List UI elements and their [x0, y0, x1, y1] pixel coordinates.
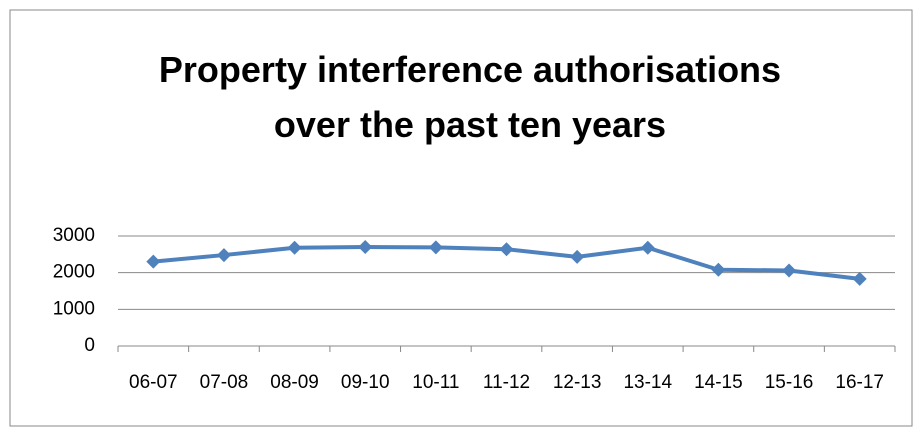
y-tick-label: 2000: [53, 262, 95, 283]
point-marker: [146, 254, 161, 269]
point-marker: [428, 240, 443, 255]
point-marker: [640, 240, 655, 255]
point-marker: [499, 242, 514, 257]
point-marker: [216, 248, 231, 263]
x-tick-label: 13-14: [623, 372, 672, 393]
chart-frame: [9, 9, 913, 427]
point-marker: [852, 271, 867, 286]
x-tick-label: 16-17: [835, 372, 884, 393]
point-marker: [287, 240, 302, 255]
x-tick-label: 08-09: [270, 372, 319, 393]
x-tick-label: 14-15: [694, 372, 743, 393]
point-marker: [782, 263, 797, 278]
x-tick-label: 11-12: [483, 372, 530, 393]
x-tick-label: 12-13: [553, 372, 602, 393]
point-marker: [711, 262, 726, 277]
y-tick-label: 0: [84, 335, 95, 356]
point-marker: [570, 249, 585, 264]
x-tick-label: 06-07: [129, 372, 178, 393]
chart-title: Property interference authorisations ove…: [158, 49, 782, 145]
x-tick-label: 15-16: [765, 372, 814, 393]
x-tick-label: 10-11: [412, 372, 459, 393]
point-marker: [358, 240, 373, 254]
y-tick-label: 3000: [53, 225, 95, 246]
y-tick-label: 1000: [53, 298, 95, 319]
x-tick-label: 07-08: [200, 372, 249, 393]
x-tick-label: 09-10: [341, 372, 390, 393]
